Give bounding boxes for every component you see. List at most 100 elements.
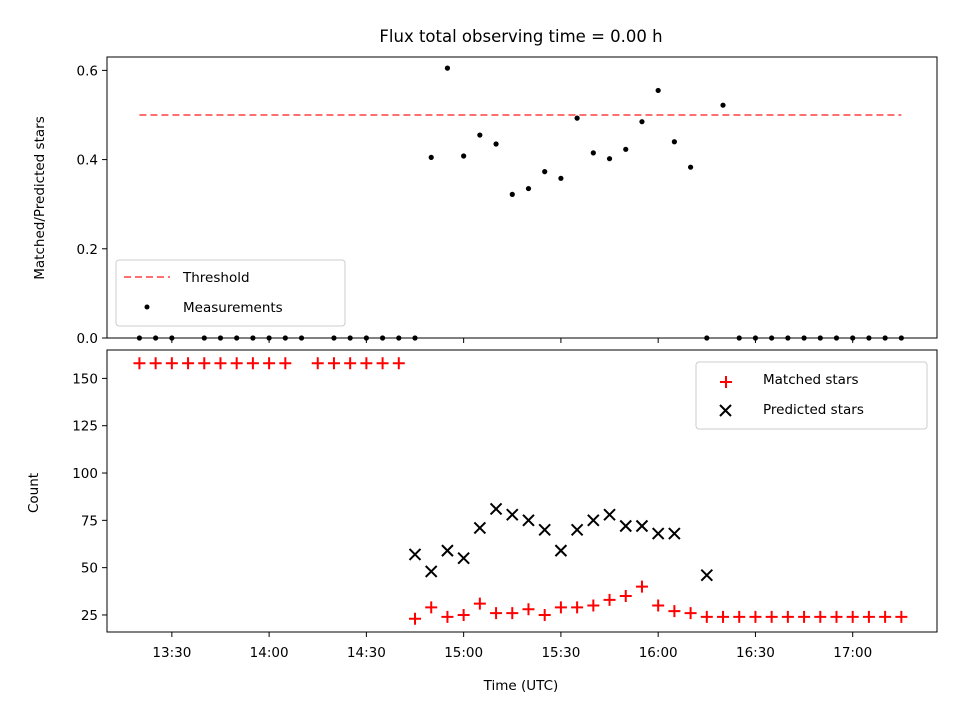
predicted-star-point xyxy=(570,523,584,537)
matched-star-point xyxy=(198,357,211,370)
matched-star-point xyxy=(279,357,292,370)
measurements-legend-swatch xyxy=(144,304,150,310)
top-y-tick-label: 0.0 xyxy=(77,331,98,347)
measurements-legend-label: Measurements xyxy=(183,300,283,316)
matched-star-point xyxy=(798,610,811,623)
matched-star-point xyxy=(684,607,697,620)
top-legend: Threshold Measurements xyxy=(115,259,346,327)
top-panel: Flux total observing time = 0.00 h Match… xyxy=(32,27,938,347)
top-y-tick-label: 0.2 xyxy=(77,242,98,258)
matched-star-point xyxy=(879,610,892,623)
matched-star-point xyxy=(246,357,259,370)
x-tick-label: 13:30 xyxy=(152,645,191,661)
bottom-y-tick-label: 50 xyxy=(81,561,98,577)
matched-star-point xyxy=(360,357,373,370)
matched-star-point xyxy=(895,610,908,623)
matched-star-point xyxy=(781,610,794,623)
matched-star-point xyxy=(619,590,632,603)
bottom-legend: Matched stars Predicted stars xyxy=(695,361,928,430)
measurement-point xyxy=(720,102,726,108)
bottom-y-ticks: 25 50 75 100 125 150 xyxy=(72,371,107,624)
measurement-point xyxy=(493,141,499,147)
predicted-star-point xyxy=(554,544,568,557)
predicted-star-point xyxy=(506,508,519,521)
measurement-point xyxy=(444,65,451,71)
bottom-y-tick-label: 25 xyxy=(81,608,98,624)
predicted-star-point xyxy=(538,523,551,537)
matched-star-point xyxy=(230,357,243,370)
top-y-tick-label: 0.6 xyxy=(77,63,98,79)
predicted-star-point xyxy=(587,514,600,527)
matched-star-point xyxy=(587,599,600,612)
bottom-y-tick-label: 150 xyxy=(72,371,98,387)
measurement-point xyxy=(574,115,580,121)
predicted-star-point xyxy=(603,508,616,521)
bottom-xlabel: Time (UTC) xyxy=(483,678,559,694)
measurement-point xyxy=(623,146,629,152)
top-y-tick-label: 0.4 xyxy=(77,153,98,169)
x-tick-label: 14:00 xyxy=(250,645,289,661)
measurement-point xyxy=(671,139,677,145)
measurement-point xyxy=(606,156,613,162)
matched-star-point xyxy=(846,610,859,623)
measurement-point xyxy=(590,150,596,156)
measurement-point xyxy=(477,132,483,138)
measurement-point xyxy=(428,154,434,160)
matched-star-point xyxy=(149,357,162,370)
x-tick-label: 16:30 xyxy=(736,645,775,661)
top-axes-frame xyxy=(106,56,938,339)
measurement-point xyxy=(687,164,694,170)
top-legend-box xyxy=(115,259,346,327)
measurement-point xyxy=(461,153,467,159)
bottom-x-ticks: 13:30 14:00 14:30 15:00 15:30 16:00 16:30 17:00 xyxy=(152,632,872,661)
top-y-ticks: 0.0 0.2 0.4 0.6 xyxy=(77,63,107,347)
measurement-point xyxy=(558,175,564,181)
matched-legend-swatch xyxy=(720,376,732,388)
matched-star-point xyxy=(554,601,567,614)
matched-star-point xyxy=(700,610,713,623)
predicted-star-point xyxy=(457,551,470,565)
matched-star-point xyxy=(392,357,405,370)
predicted-star-point xyxy=(651,527,665,540)
matched-star-point xyxy=(457,608,470,621)
matched-star-point xyxy=(506,607,519,620)
matched-star-point xyxy=(165,357,178,370)
predicted-star-point xyxy=(700,569,714,582)
matched-star-point xyxy=(668,605,681,618)
x-tick-label: 15:00 xyxy=(444,645,483,661)
predicted-star-point xyxy=(522,514,535,527)
matched-star-point xyxy=(425,601,438,614)
threshold-legend-label: Threshold xyxy=(182,270,250,286)
bottom-y-tick-label: 75 xyxy=(81,513,98,529)
matched-star-point xyxy=(603,593,616,606)
bottom-axes-frame xyxy=(106,349,938,633)
matched-star-point xyxy=(749,610,762,623)
measurement-point xyxy=(655,87,661,94)
matched-star-point xyxy=(473,597,486,610)
predicted-legend-label: Predicted stars xyxy=(763,402,864,418)
matched-star-point xyxy=(733,610,746,623)
predicted-star-point xyxy=(635,519,649,533)
bottom-legend-box xyxy=(695,361,928,430)
measurement-point xyxy=(639,119,645,125)
measurement-point xyxy=(542,169,548,175)
bottom-ylabel: Count xyxy=(26,473,42,513)
predicted-star-point xyxy=(489,502,503,516)
matched-star-point xyxy=(538,608,551,621)
matched-star-point xyxy=(182,357,195,370)
predicted-star-point xyxy=(408,548,422,561)
matched-star-point xyxy=(765,610,778,623)
matched-star-point xyxy=(376,357,389,370)
matched-star-point xyxy=(311,357,324,370)
predicted-legend-swatch xyxy=(719,404,732,417)
x-tick-label: 16:00 xyxy=(639,645,678,661)
matched-star-point xyxy=(830,610,843,623)
predicted-star-point xyxy=(425,565,438,578)
matched-star-point xyxy=(571,601,584,614)
predicted-star-point xyxy=(668,527,681,540)
predicted-star-point xyxy=(441,544,454,557)
matched-star-point xyxy=(327,357,340,370)
x-tick-label: 14:30 xyxy=(347,645,386,661)
matched-star-point xyxy=(635,580,648,593)
